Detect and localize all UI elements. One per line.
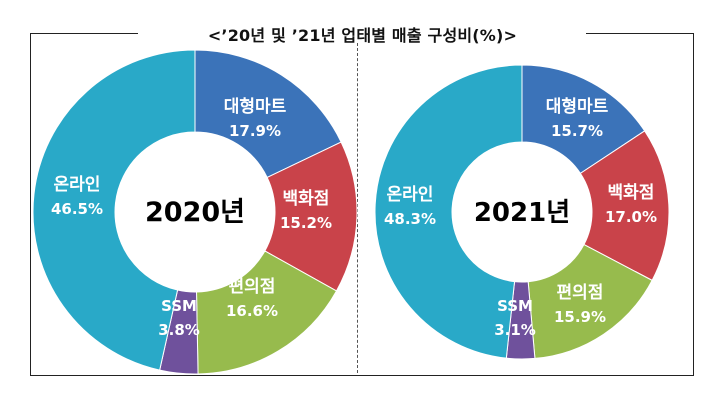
frame-top-border-right [586,33,693,34]
center-year-label: 2020년 [145,197,245,228]
slice-label-convenience-store: 편의점 [229,277,276,297]
slice-value-ssm: 3.1% [494,321,536,339]
slice-value-department-store: 15.2% [280,214,332,232]
slice-label-online: 온라인 [387,185,434,205]
slice-label-department-store: 백화점 [608,183,655,203]
slice-label-ssm: SSM [161,297,197,315]
slice-label-ssm: SSM [497,297,533,315]
slice-value-online: 48.3% [384,210,436,228]
slice-value-hypermarket: 15.7% [551,122,603,140]
chart-frame [30,33,694,376]
slice-department-store [579,130,670,282]
slice-online [374,64,523,359]
slice-label-hypermarket: 대형마트 [224,96,287,117]
chart-divider [357,43,358,373]
donut-chart-2: 대형마트 15.7% 백화점 17.0% 편의점 15.9% SSM 3.1% 온라인 48.3%… [374,64,670,360]
slice-value-online: 46.5% [51,200,103,218]
slice-hypermarket [521,64,646,175]
slice-value-ssm: 3.8% [158,321,200,339]
slice-value-department-store: 17.0% [605,208,657,226]
frame-top-border-left [30,33,138,34]
slice-label-department-store: 백화점 [283,189,330,209]
slice-value-convenience-store: 15.9% [554,308,606,326]
slice-label-online: 온라인 [54,175,101,195]
chart-title: <’20년 및 ’21년 업태별 매출 구성비(%)> [207,26,518,45]
slice-label-convenience-store: 편의점 [557,283,604,303]
slice-hypermarket [194,49,342,179]
slice-value-hypermarket: 17.9% [229,122,281,140]
slice-value-convenience-store: 16.6% [226,302,278,320]
slice-online [32,49,196,371]
center-year-label: 2021년 [474,198,570,228]
slice-label-hypermarket: 대형마트 [546,96,609,117]
donut-chart-1: 대형마트 17.9% 백화점 15.2% 편의점 16.6% SSM 3.8% 온라인 46.5%… [32,49,358,375]
